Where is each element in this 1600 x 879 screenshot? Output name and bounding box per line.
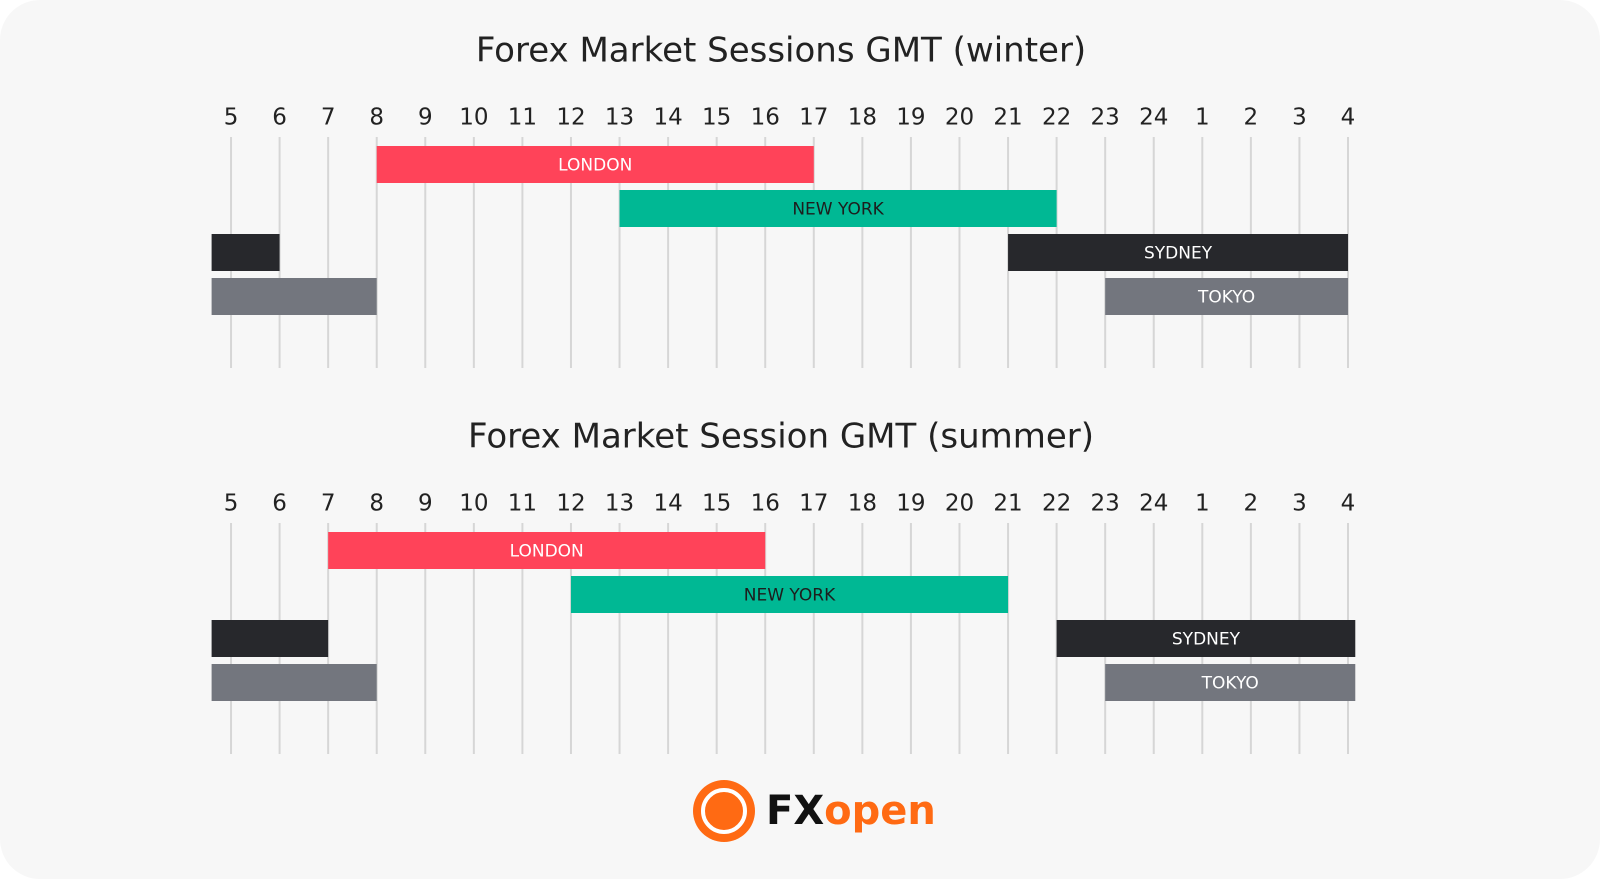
x-tick-label: 22 bbox=[1042, 105, 1071, 131]
x-tick-label: 23 bbox=[1091, 491, 1120, 517]
session-bar bbox=[570, 576, 1009, 613]
x-tick-label: 11 bbox=[508, 105, 537, 131]
x-tick-label: 20 bbox=[945, 105, 974, 131]
x-tick-label: 19 bbox=[896, 491, 925, 517]
session-label: TOKYO bbox=[1201, 674, 1259, 694]
logo-suffix: open bbox=[824, 788, 936, 834]
x-tick-label: 1 bbox=[1195, 491, 1210, 517]
x-tick-label: 20 bbox=[945, 491, 974, 517]
x-tick-label: 24 bbox=[1139, 105, 1168, 131]
x-tick-label: 13 bbox=[605, 491, 634, 517]
session-label: LONDON bbox=[510, 542, 584, 562]
session-bar bbox=[376, 146, 814, 183]
x-tick-label: 11 bbox=[508, 491, 537, 517]
x-tick-label: 3 bbox=[1292, 105, 1307, 131]
x-tick-label: 2 bbox=[1244, 491, 1259, 517]
x-tick-label: 2 bbox=[1244, 105, 1259, 131]
x-tick-label: 4 bbox=[1341, 491, 1356, 517]
x-tick-label: 9 bbox=[418, 491, 433, 517]
x-tick-label: 5 bbox=[224, 105, 239, 131]
x-tick-label: 10 bbox=[459, 491, 488, 517]
chart: Forex Market Sessions GMT (winter)5 6 7 8 9 1… bbox=[211, 31, 1356, 368]
chart: Forex Market Session GMT (summer) 5 6 7 8 9 10… bbox=[211, 417, 1356, 754]
x-tick-label: 21 bbox=[993, 491, 1022, 517]
logo-prefix: FX bbox=[766, 788, 824, 834]
session-bar bbox=[1105, 278, 1348, 315]
x-tick-label: 9 bbox=[418, 105, 433, 131]
session-bar bbox=[211, 278, 377, 315]
x-tick-label: 22 bbox=[1042, 491, 1071, 517]
session-bar bbox=[211, 620, 329, 657]
x-tick-label: 18 bbox=[848, 105, 877, 131]
x-tick-label: 6 bbox=[272, 491, 287, 517]
x-tick-label: 18 bbox=[848, 491, 877, 517]
session-label: SYDNEY bbox=[1172, 630, 1241, 650]
x-tick-label: 8 bbox=[369, 491, 384, 517]
x-tick-label: 7 bbox=[321, 491, 336, 517]
x-tick-label: 13 bbox=[605, 105, 634, 131]
session-label: SYDNEY bbox=[1144, 244, 1213, 264]
x-tick-label: 17 bbox=[799, 105, 828, 131]
x-tick-label: 7 bbox=[321, 105, 336, 131]
session-label: NEW YORK bbox=[792, 200, 884, 220]
session-label: TOKYO bbox=[1197, 288, 1255, 308]
logo: FXopen bbox=[693, 780, 936, 842]
x-tick-label: 19 bbox=[896, 105, 925, 131]
session-bar bbox=[211, 664, 377, 701]
session-bar bbox=[619, 190, 1057, 227]
session-bar bbox=[1008, 234, 1348, 271]
x-tick-label: 17 bbox=[799, 491, 828, 517]
logo-icon-ring bbox=[701, 788, 747, 834]
x-tick-label: 10 bbox=[459, 105, 488, 131]
x-tick-label: 8 bbox=[369, 105, 384, 131]
x-tick-label: 21 bbox=[993, 105, 1022, 131]
x-tick-label: 15 bbox=[702, 491, 731, 517]
x-tick-label: 5 bbox=[224, 491, 239, 517]
x-tick-label: 1 bbox=[1195, 105, 1210, 131]
x-tick-label: 3 bbox=[1292, 491, 1307, 517]
logo-text: FXopen bbox=[766, 788, 936, 834]
x-tick-label: 12 bbox=[556, 491, 585, 517]
session-label: NEW YORK bbox=[744, 586, 836, 606]
session-bar bbox=[328, 532, 766, 569]
session-label: LONDON bbox=[558, 156, 632, 176]
session-bar bbox=[211, 234, 280, 271]
x-tick-label: 16 bbox=[751, 491, 780, 517]
x-tick-label: 14 bbox=[653, 491, 682, 517]
x-tick-label: 12 bbox=[556, 105, 585, 131]
x-tick-label: 4 bbox=[1341, 105, 1356, 131]
x-tick-label: 24 bbox=[1139, 491, 1168, 517]
session-bar bbox=[1105, 664, 1356, 701]
x-tick-label: 14 bbox=[653, 105, 682, 131]
chart-title: Forex Market Sessions GMT (winter) bbox=[476, 31, 1086, 71]
x-tick-label: 15 bbox=[702, 105, 731, 131]
x-tick-label: 23 bbox=[1091, 105, 1120, 131]
session-bar bbox=[1056, 620, 1356, 657]
chart-title: Forex Market Session GMT (summer) bbox=[468, 417, 1094, 457]
x-tick-label: 6 bbox=[272, 105, 287, 131]
x-tick-label: 16 bbox=[751, 105, 780, 131]
